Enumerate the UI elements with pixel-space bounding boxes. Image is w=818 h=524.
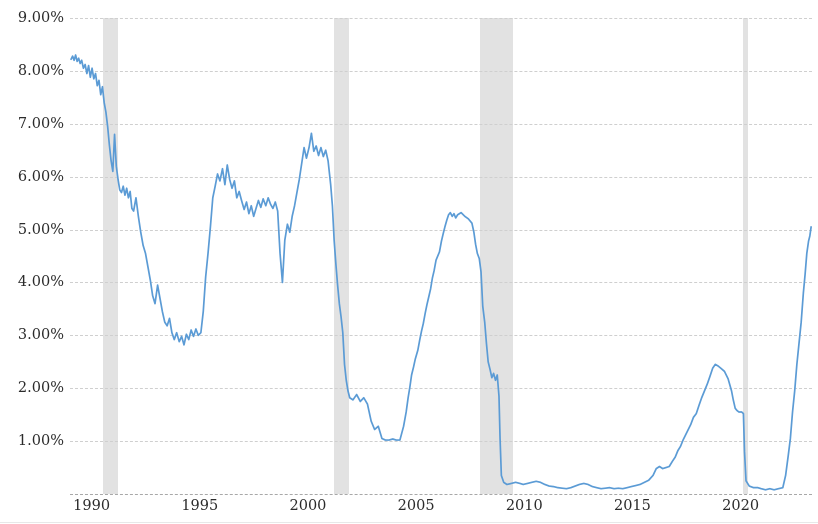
gridline	[70, 18, 812, 19]
y-axis-tick-label: 6.00%	[17, 168, 64, 185]
gridline	[70, 388, 812, 390]
gridline	[70, 494, 812, 495]
series-svg	[70, 54, 812, 491]
x-axis-labels: 1990 1995 2000 2005 2010 2015 2020	[70, 496, 812, 524]
y-axis-tick-label: 3.00%	[17, 327, 64, 344]
gridline	[70, 282, 812, 284]
gridline	[70, 335, 812, 337]
y-axis-tick-label: 7.00%	[17, 115, 64, 132]
plot-area	[70, 18, 812, 495]
x-axis-tick-label: 1995	[181, 498, 219, 514]
bottom-rule-divider	[0, 522, 818, 523]
y-axis-tick-label: 4.00%	[17, 274, 64, 291]
recession-band	[480, 18, 513, 494]
x-axis-tick-label: 1990	[73, 498, 111, 514]
series-line-interest-rate	[70, 54, 812, 491]
recession-band	[743, 18, 748, 494]
gridline	[70, 123, 812, 125]
x-axis-tick-label: 2000	[289, 498, 327, 514]
y-axis-tick-label: 2.00%	[17, 379, 64, 396]
y-axis-tick-label: 5.00%	[17, 221, 64, 238]
y-axis-labels: 9.00% 8.00% 7.00% 6.00% 5.00% 4.00% 3.00% 2.00%…	[0, 11, 64, 494]
y-axis-tick-label: 1.00%	[17, 432, 64, 449]
y-axis-tick-label: 9.00%	[17, 9, 64, 26]
x-axis-tick-label: 2010	[505, 498, 543, 514]
gridline	[70, 176, 812, 178]
gridline	[70, 70, 812, 72]
x-axis-tick-label: 2005	[397, 498, 435, 514]
x-axis-tick-label: 2020	[722, 498, 760, 514]
y-axis-tick-label: 8.00%	[17, 62, 64, 79]
gridline	[70, 441, 812, 443]
x-axis-tick-label: 2015	[613, 498, 651, 514]
gridline	[70, 229, 812, 231]
